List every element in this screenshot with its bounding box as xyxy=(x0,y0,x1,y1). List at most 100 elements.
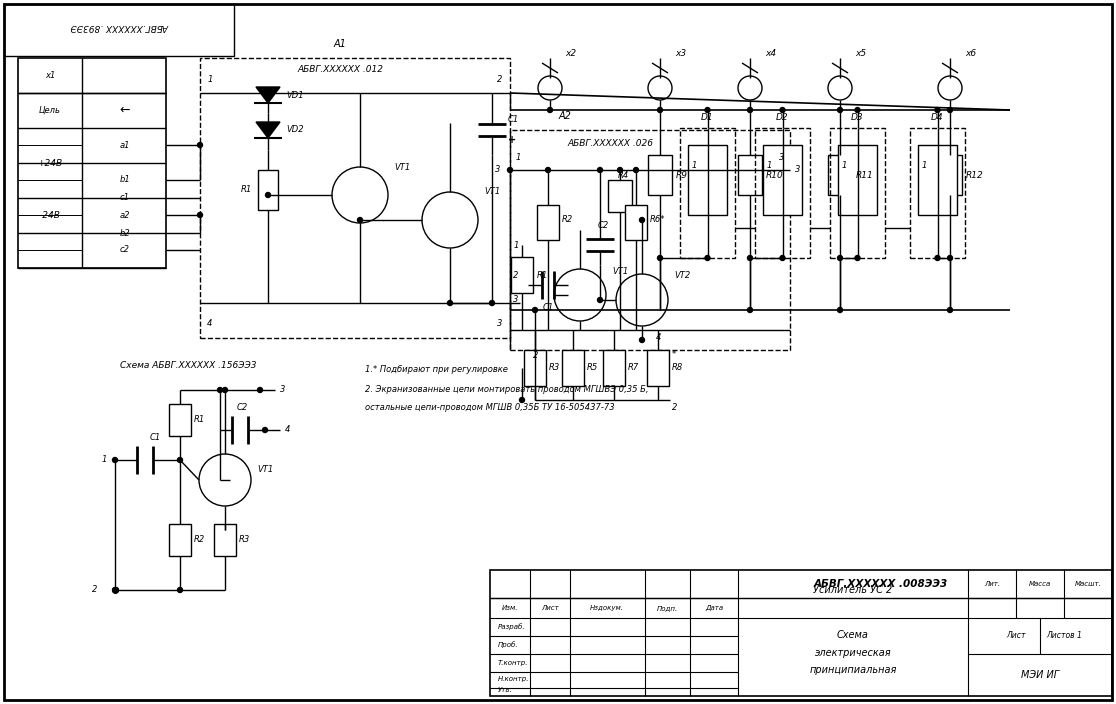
Circle shape xyxy=(935,256,940,260)
Circle shape xyxy=(780,256,785,260)
Text: R4: R4 xyxy=(617,170,628,180)
Text: 3: 3 xyxy=(496,165,501,175)
Bar xyxy=(562,350,584,386)
Bar xyxy=(169,524,191,556)
Text: АБВГ.XXXXXX .008ЭЭ3: АБВГ.XXXXXX .008ЭЭ3 xyxy=(814,579,949,589)
Circle shape xyxy=(855,108,860,113)
Bar xyxy=(537,205,559,240)
Text: 1: 1 xyxy=(691,161,696,170)
Polygon shape xyxy=(256,122,280,138)
Text: Цель: Цель xyxy=(39,106,61,115)
Text: 2: 2 xyxy=(513,270,519,279)
Circle shape xyxy=(258,387,262,393)
Text: 2. Экранизованные цепи монтировать проводом МГШВЭ 0,35 Б,: 2. Экранизованные цепи монтировать прово… xyxy=(365,386,648,394)
Bar xyxy=(687,145,727,215)
Text: R1: R1 xyxy=(241,185,252,194)
Text: 1: 1 xyxy=(841,161,847,170)
Text: C1: C1 xyxy=(508,115,519,125)
Circle shape xyxy=(490,301,494,306)
Text: 1: 1 xyxy=(513,241,519,249)
Text: 2: 2 xyxy=(92,586,97,594)
Text: Утв.: Утв. xyxy=(498,687,512,693)
Text: a1: a1 xyxy=(119,141,131,149)
Text: a2: a2 xyxy=(119,210,131,220)
Text: R8: R8 xyxy=(672,363,683,372)
Text: R3: R3 xyxy=(549,363,560,372)
Text: R6*: R6* xyxy=(650,215,665,225)
Circle shape xyxy=(198,142,202,148)
Text: 3: 3 xyxy=(498,318,502,327)
Circle shape xyxy=(222,387,228,393)
Bar xyxy=(4,4,234,56)
Text: D2: D2 xyxy=(777,113,789,122)
Circle shape xyxy=(617,168,623,172)
Circle shape xyxy=(177,458,183,463)
Circle shape xyxy=(947,256,952,260)
Bar xyxy=(763,145,802,215)
Circle shape xyxy=(780,108,785,113)
Text: x2: x2 xyxy=(565,49,576,58)
Circle shape xyxy=(837,256,843,260)
Polygon shape xyxy=(256,87,280,103)
Text: АБВГ.XXXXXX .026: АБВГ.XXXXXX .026 xyxy=(567,139,653,149)
Text: Лист: Лист xyxy=(541,605,559,611)
Circle shape xyxy=(597,168,603,172)
Text: VT1: VT1 xyxy=(257,465,273,474)
Text: R7: R7 xyxy=(628,363,639,372)
Text: VD2: VD2 xyxy=(286,125,304,134)
Circle shape xyxy=(448,301,452,306)
Text: Масса: Масса xyxy=(1029,581,1051,587)
Text: МЭИ ИГ: МЭИ ИГ xyxy=(1021,670,1059,680)
Circle shape xyxy=(738,76,762,100)
Bar xyxy=(525,350,546,386)
Text: 4: 4 xyxy=(656,334,662,343)
Text: 3: 3 xyxy=(779,153,785,163)
Text: R1: R1 xyxy=(194,415,205,425)
Circle shape xyxy=(113,588,117,593)
Text: D4: D4 xyxy=(931,113,944,122)
Circle shape xyxy=(422,192,478,248)
Text: Проб.: Проб. xyxy=(498,641,519,648)
Bar xyxy=(214,524,235,556)
Text: принципиальная: принципиальная xyxy=(809,665,896,675)
Circle shape xyxy=(939,76,962,100)
Circle shape xyxy=(648,76,672,100)
Text: 1.* Подбирают при регулировке: 1.* Подбирают при регулировке xyxy=(365,365,508,375)
Bar xyxy=(647,350,668,386)
Circle shape xyxy=(597,298,603,303)
Circle shape xyxy=(520,398,525,403)
Text: R3: R3 xyxy=(239,536,250,544)
Bar xyxy=(625,205,647,240)
Text: A2: A2 xyxy=(559,111,571,121)
Circle shape xyxy=(705,108,710,113)
Text: Масшт.: Масшт. xyxy=(1075,581,1101,587)
Text: Т.контр.: Т.контр. xyxy=(498,660,529,666)
Circle shape xyxy=(855,256,860,260)
Bar xyxy=(756,128,810,258)
Bar xyxy=(200,58,510,338)
Circle shape xyxy=(657,308,663,313)
Text: 3: 3 xyxy=(280,386,286,394)
Text: электрическая: электрическая xyxy=(815,648,892,658)
Bar xyxy=(511,257,533,293)
Bar xyxy=(680,128,735,258)
Text: R1: R1 xyxy=(537,270,548,279)
Text: C1: C1 xyxy=(150,434,161,443)
Circle shape xyxy=(657,108,663,113)
Bar xyxy=(169,404,191,436)
Text: x6: x6 xyxy=(965,49,976,58)
Text: c1: c1 xyxy=(121,194,129,203)
Circle shape xyxy=(548,108,552,113)
Text: c2: c2 xyxy=(121,246,129,255)
Text: b2: b2 xyxy=(119,229,131,237)
Text: Изм.: Изм. xyxy=(502,605,518,611)
Circle shape xyxy=(262,427,268,432)
Bar xyxy=(608,180,632,212)
Circle shape xyxy=(837,108,843,113)
Text: Листов 1: Листов 1 xyxy=(1046,631,1081,641)
Text: C2: C2 xyxy=(237,403,248,413)
Circle shape xyxy=(198,213,202,218)
Text: Разраб.: Разраб. xyxy=(498,624,526,630)
Circle shape xyxy=(748,256,752,260)
Text: +24В: +24В xyxy=(38,158,62,168)
